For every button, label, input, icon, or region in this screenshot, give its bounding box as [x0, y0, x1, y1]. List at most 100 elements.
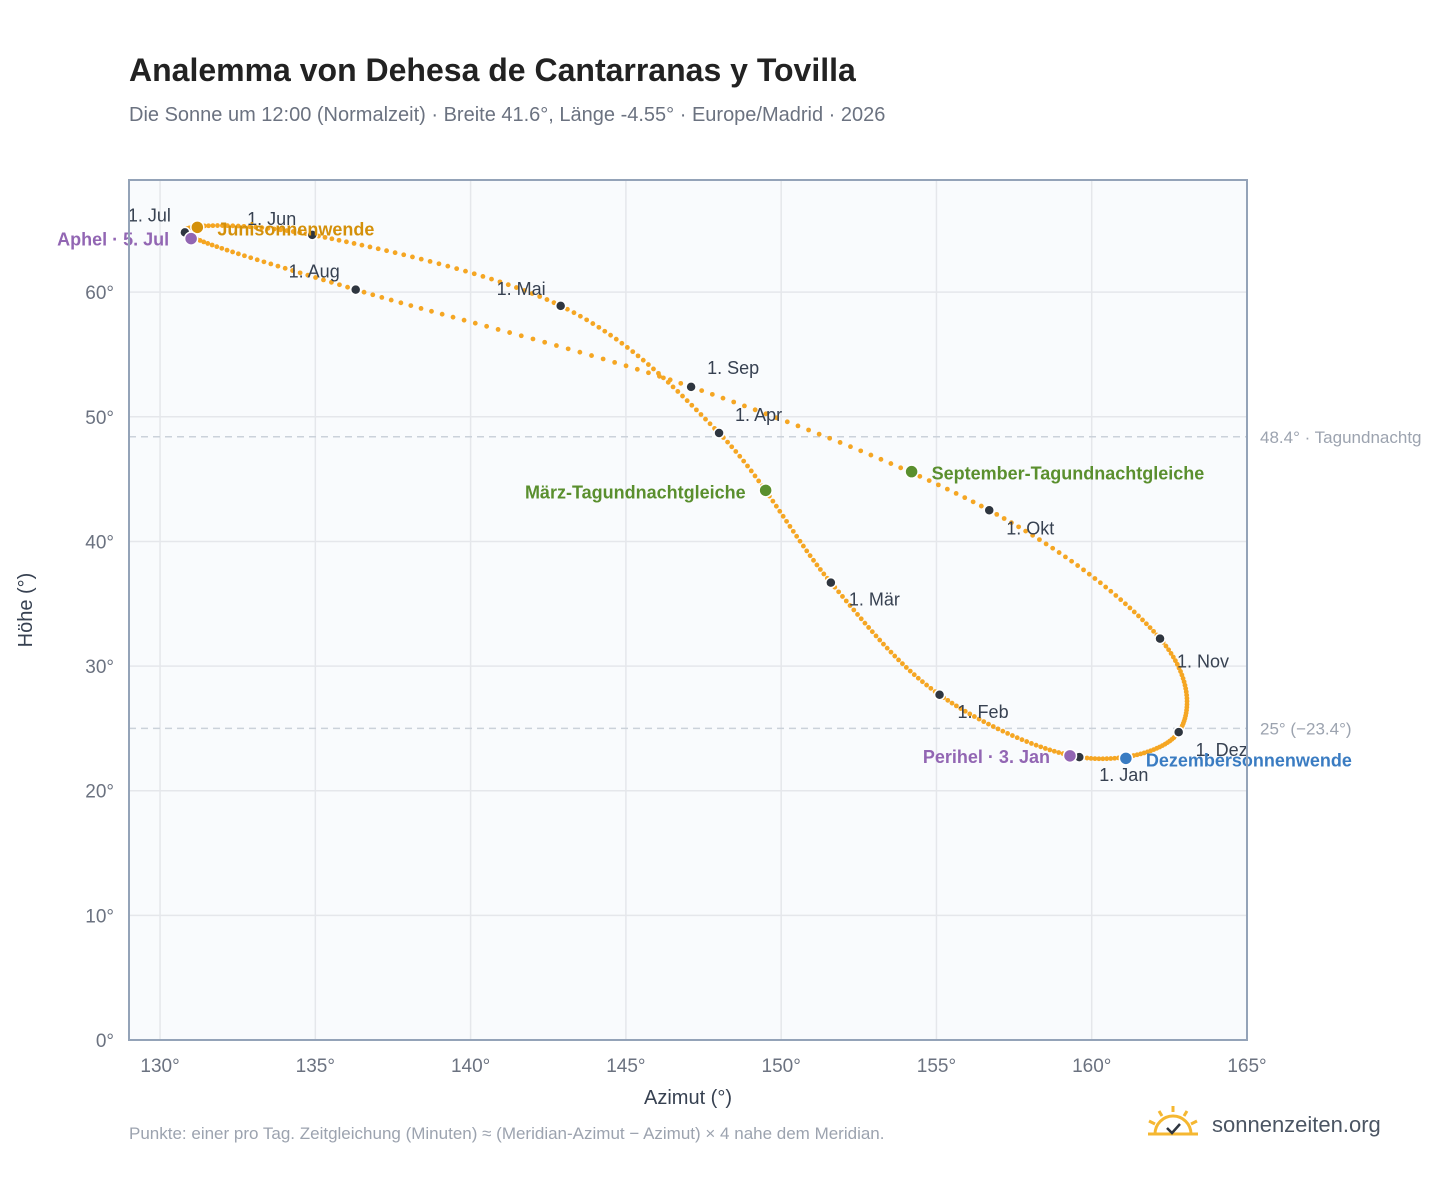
- day-dot: [1037, 537, 1042, 543]
- day-dot: [670, 384, 676, 390]
- month-marker: [1154, 632, 1166, 645]
- day-dot: [1050, 545, 1056, 551]
- event-marker: [190, 220, 205, 235]
- day-dot: [379, 295, 385, 300]
- plot-frame: [128, 179, 1248, 1041]
- reference-line-label: 25° (−23.4°): [1260, 719, 1352, 738]
- day-dot: [741, 458, 747, 464]
- day-dot: [693, 407, 699, 413]
- x-tick-label: 160°: [1072, 1056, 1111, 1077]
- x-tick-label: 155°: [917, 1056, 956, 1077]
- day-dot: [1038, 744, 1044, 750]
- day-dot: [577, 313, 583, 319]
- day-dot: [210, 223, 216, 229]
- day-dot: [313, 275, 318, 280]
- x-tick-label: 130°: [140, 1056, 179, 1077]
- month-marker: [933, 689, 946, 701]
- day-dot: [305, 272, 311, 278]
- day-dot: [1056, 550, 1062, 555]
- day-dot: [544, 297, 550, 302]
- day-dot: [928, 685, 934, 691]
- day-dot: [1047, 747, 1053, 753]
- day-dot: [731, 399, 737, 405]
- day-dot: [888, 461, 894, 466]
- month-label: 1. Feb: [958, 702, 1009, 722]
- month-marker: [306, 229, 318, 241]
- plot-area: [129, 180, 1247, 1040]
- day-dot: [201, 239, 207, 245]
- day-dot: [920, 679, 925, 685]
- day-dot: [869, 629, 875, 635]
- month-marker: [554, 300, 567, 312]
- day-dot: [900, 661, 905, 667]
- month-label: 1. Okt: [1006, 518, 1054, 538]
- day-dot: [806, 427, 811, 433]
- day-dot: [699, 388, 705, 394]
- day-dot: [777, 508, 783, 514]
- day-dot: [384, 248, 389, 254]
- day-dot: [630, 349, 636, 355]
- month-label: 1. Jan: [1099, 765, 1148, 785]
- day-dot: [480, 273, 486, 279]
- day-dot: [1147, 625, 1153, 630]
- day-dot: [1009, 520, 1014, 526]
- y-tick-label: 40°: [85, 532, 114, 553]
- day-dot: [752, 407, 758, 413]
- reference-line-label: 48.4° · Tagundnachtg: [1260, 428, 1422, 447]
- chart-title: Analemma von Dehesa de Cantarranas y Tov…: [129, 52, 856, 88]
- event-marker: [183, 231, 199, 246]
- day-dot: [1029, 741, 1034, 746]
- month-marker: [713, 427, 725, 439]
- day-dot: [608, 332, 613, 338]
- day-dot: [254, 257, 260, 263]
- month-label: 1. Apr: [735, 405, 782, 425]
- day-dot: [821, 571, 827, 577]
- day-dot: [667, 377, 673, 383]
- event-label: September-Tagundnachtgleiche: [932, 464, 1205, 484]
- day-dot: [784, 518, 789, 524]
- day-dot: [646, 362, 651, 367]
- sun-logo-icon: [1146, 1104, 1200, 1145]
- day-dot: [1063, 554, 1068, 560]
- day-dot: [1000, 728, 1006, 734]
- day-dot: [297, 230, 303, 235]
- event-marker: [1062, 748, 1078, 764]
- day-dot: [953, 703, 959, 709]
- day-dot: [530, 336, 536, 342]
- event-markers: Junisonnenwende Aphel · 5. Jul März-Tagund…: [57, 219, 1352, 770]
- day-dot: [471, 271, 477, 277]
- day-dot: [953, 490, 959, 496]
- day-dot: [602, 328, 608, 334]
- day-dot: [242, 253, 247, 259]
- day-dot: [1096, 756, 1102, 762]
- day-dot: [843, 598, 849, 604]
- day-dot: [962, 708, 968, 714]
- day-dot: [881, 641, 886, 647]
- day-dot: [1112, 755, 1118, 761]
- day-dot: [219, 245, 225, 251]
- day-dot: [495, 327, 501, 332]
- day-dot: [787, 523, 793, 529]
- day-dot: [268, 261, 274, 267]
- day-dot: [461, 317, 467, 323]
- day-dot: [640, 357, 646, 363]
- day-dot: [976, 716, 982, 722]
- day-dot: [1081, 567, 1086, 573]
- day-dot: [1118, 597, 1124, 603]
- day-dot: [418, 306, 424, 311]
- day-dot: [375, 246, 381, 252]
- day-dot: [1024, 739, 1030, 744]
- brand[interactable]: sonnenzeiten.org: [1146, 1104, 1381, 1145]
- day-dot: [1084, 755, 1090, 761]
- day-dot: [1042, 746, 1048, 751]
- day-dot: [1168, 651, 1174, 656]
- day-dot: [635, 353, 641, 359]
- day-dot: [1016, 524, 1022, 530]
- day-dot: [564, 306, 570, 312]
- day-dot: [1086, 571, 1092, 577]
- day-dot: [729, 444, 735, 450]
- day-dot: [224, 247, 230, 253]
- day-dot: [748, 468, 754, 474]
- month-marker: [825, 576, 837, 589]
- day-dot: [848, 444, 853, 450]
